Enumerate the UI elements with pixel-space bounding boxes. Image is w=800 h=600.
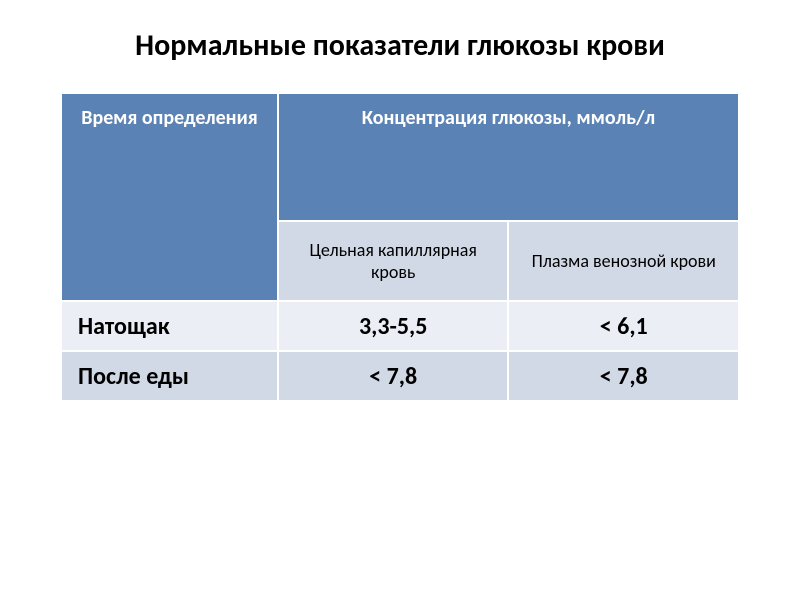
row-value1: < 7,8 <box>278 351 509 401</box>
subheader-plasma: Плазма венозной крови <box>508 221 739 301</box>
table-row: После еды < 7,8 < 7,8 <box>61 351 739 401</box>
row-value1: 3,3-5,5 <box>278 301 509 351</box>
row-label: Натощак <box>61 301 278 351</box>
header-concentration: Концентрация глюкозы, ммоль/л <box>278 93 739 221</box>
slide-title: Нормальные показатели глюкозы крови <box>60 28 740 64</box>
header-row-1: Время определения Концентрация глюкозы, … <box>61 93 739 221</box>
subheader-capillary: Цельная капиллярная кровь <box>278 221 509 301</box>
slide: Нормальные показатели глюкозы крови Врем… <box>0 0 800 600</box>
row-value2: < 7,8 <box>508 351 739 401</box>
table-row: Натощак 3,3-5,5 < 6,1 <box>61 301 739 351</box>
glucose-table: Время определения Концентрация глюкозы, … <box>60 92 740 402</box>
header-time: Время определения <box>61 93 278 301</box>
row-value2: < 6,1 <box>508 301 739 351</box>
row-label: После еды <box>61 351 278 401</box>
